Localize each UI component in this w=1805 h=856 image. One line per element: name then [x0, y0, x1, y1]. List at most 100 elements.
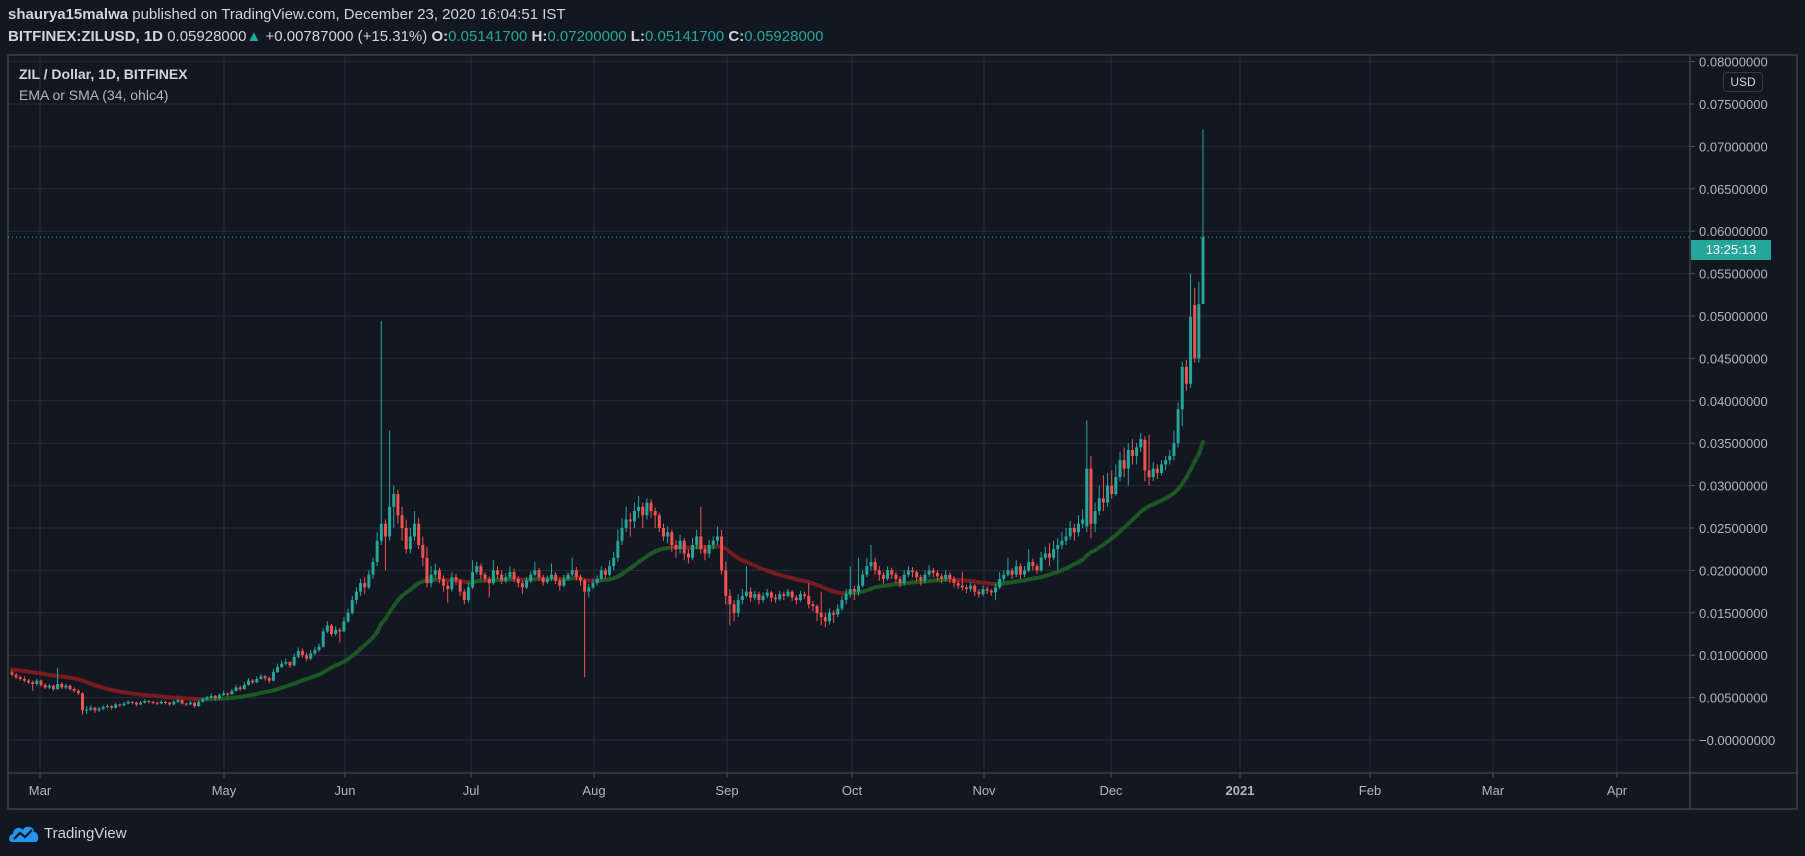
candle-body-down [794, 597, 798, 601]
candle-body-up [354, 591, 358, 601]
candle-body-up [292, 656, 296, 666]
candle-body-up [798, 594, 802, 601]
candle-body-down [31, 682, 35, 685]
candle-body-up [350, 600, 354, 613]
candles [10, 129, 1205, 715]
candle-body-down [915, 572, 919, 578]
candle-body-down [952, 578, 956, 584]
candle-body-down [134, 702, 138, 705]
candle-body-down [558, 580, 562, 586]
candle-body-up [778, 594, 782, 600]
candle-body-down [421, 544, 425, 558]
candle-body-down [226, 693, 230, 695]
candle-body-up [570, 570, 574, 575]
candle-body-down [72, 689, 76, 691]
time-tick-label: Dec [1099, 783, 1123, 798]
candle-body-up [172, 701, 176, 705]
candle-body-down [39, 680, 43, 685]
candle-body-up [612, 557, 616, 567]
candle-body-up [1027, 561, 1031, 571]
candle-body-up [280, 663, 284, 668]
candle-body-down [852, 589, 856, 592]
candle-body-down [18, 677, 22, 679]
candle-body-up [371, 561, 375, 575]
currency-button[interactable]: USD [1723, 72, 1763, 92]
price-tick-label: 0.02000000 [1699, 563, 1768, 578]
candle-body-up [1039, 557, 1043, 571]
candle-body-down [1155, 468, 1159, 473]
candle-body-up [1168, 455, 1172, 461]
candle-body-up [753, 594, 757, 598]
candle-body-up [1106, 485, 1110, 503]
candle-body-up [761, 595, 765, 601]
candle-body-down [911, 570, 914, 573]
indicator-legend[interactable]: EMA or SMA (34, ohlc4) [19, 87, 169, 103]
candle-body-up [969, 585, 973, 590]
candle-body-down [1130, 449, 1134, 456]
candle-body-up [591, 583, 595, 588]
candle-body-down [425, 557, 429, 584]
candle-body-down [155, 702, 159, 704]
candle-body-down [404, 528, 408, 550]
candle-body-up [608, 566, 612, 575]
candle-body-down [446, 585, 450, 590]
candle-body-up [645, 502, 649, 516]
price-axis[interactable]: 0.08000000 0.07500000 0.07000000 0.06500000… [1690, 55, 1775, 748]
tradingview-cloud-icon [9, 826, 39, 842]
candle-body-down [574, 570, 578, 578]
candle-body-down [1193, 304, 1197, 359]
candle-body-up [927, 570, 931, 575]
candle-body-up [317, 646, 321, 651]
tradingview-logo[interactable]: TradingView [8, 822, 127, 844]
candle-body-down [819, 612, 823, 618]
candle-body-up [736, 600, 740, 613]
price-tick-label: 0.01500000 [1699, 606, 1768, 621]
candle-body-up [64, 685, 68, 688]
candle-body-down [363, 583, 367, 588]
symbol-info: BITFINEX:ZILUSD, 1D 0.05928000▲ +0.00787… [8, 28, 823, 45]
candle-body-up [247, 680, 250, 685]
candle-body-up [466, 587, 470, 601]
candle-body-down [703, 549, 707, 554]
candle-body-down [180, 700, 184, 704]
candle-body-down [10, 672, 14, 675]
price-tick-label: 0.01000000 [1699, 648, 1768, 663]
candle-body-up [429, 574, 433, 584]
candle-body-down [27, 680, 31, 683]
time-tick-label: Jun [335, 783, 356, 798]
candle-body-down [168, 702, 172, 705]
candle-body-down [757, 594, 761, 601]
candle-body-up [1068, 528, 1072, 537]
time-tick-label: Apr [1607, 783, 1628, 798]
candle-body-down [823, 617, 827, 622]
candle-body-up [259, 676, 263, 679]
candle-body-up [691, 544, 695, 558]
time-axis[interactable]: Mar May Jun Jul Aug Sep Oct Nov Dec 2021 Feb Mar Apr [29, 773, 1628, 798]
candle-body-up [450, 577, 454, 590]
candle-body-up [566, 574, 570, 579]
candle-body-down [400, 515, 404, 528]
candle-body-down [960, 585, 964, 588]
candle-body-down [22, 678, 26, 681]
candle-body-down [516, 578, 520, 584]
candle-body-up [632, 511, 636, 522]
candle-body-down [483, 574, 487, 579]
candle-body-down [151, 701, 155, 703]
candle-body-up [217, 695, 221, 699]
candle-body-up [998, 578, 1002, 588]
candle-body-up [346, 612, 350, 622]
candle-body-down [657, 515, 661, 528]
candle-body-up [159, 701, 163, 704]
candle-body-up [1043, 553, 1047, 558]
grid [8, 55, 1690, 773]
candle-body-down [919, 577, 923, 581]
candle-body-down [164, 701, 167, 703]
candle-body-up [1085, 468, 1089, 527]
candle-body-down [263, 676, 267, 679]
author-name[interactable]: shaurya15malwa [8, 6, 129, 23]
candle-body-up [114, 704, 118, 708]
candle-body-up [1056, 544, 1060, 550]
candle-body-down [1035, 566, 1039, 571]
candle-body-down [807, 595, 811, 605]
